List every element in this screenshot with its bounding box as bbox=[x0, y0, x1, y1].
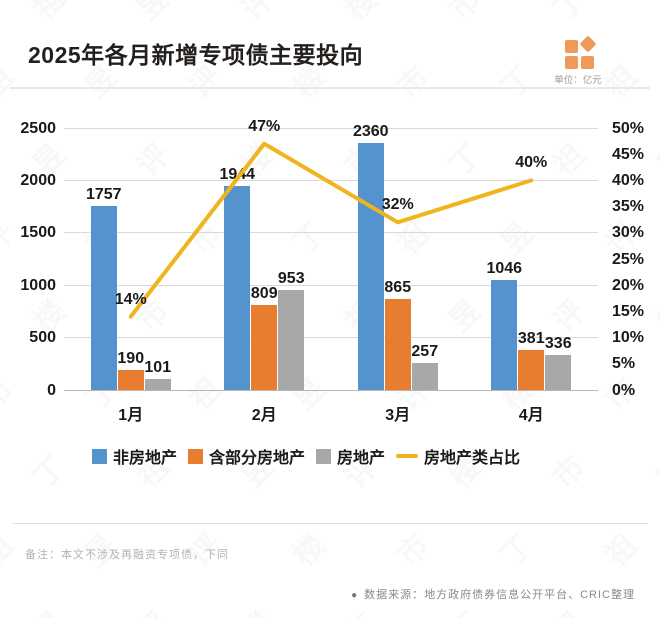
gridline bbox=[64, 232, 598, 234]
right-axis-tick-label: 50% bbox=[612, 119, 645, 137]
bar-real-estate bbox=[278, 290, 305, 390]
line-value-label: 14% bbox=[114, 290, 147, 308]
right-axis-tick-label: 30% bbox=[612, 224, 645, 242]
bar-value-label: 953 bbox=[277, 270, 305, 288]
legend-line-swatch-icon bbox=[396, 454, 419, 458]
bar-value-label: 190 bbox=[117, 350, 145, 368]
right-axis-tick-label: 45% bbox=[612, 145, 645, 163]
x-axis-label: 3月 bbox=[385, 407, 411, 424]
bar-non-real-estate bbox=[224, 186, 251, 390]
legend-item-partial-real-estate: 含部分房地产 bbox=[187, 444, 305, 468]
data-source: ● 数据来源：地方政府债券信息公开平台、CRIC整理 bbox=[351, 586, 635, 602]
bar-partial-real-estate bbox=[518, 350, 545, 390]
right-axis-tick-label: 20% bbox=[612, 276, 645, 294]
right-axis-tick-label: 35% bbox=[612, 198, 645, 216]
footer-divider bbox=[12, 523, 648, 524]
header-divider bbox=[10, 87, 650, 89]
trend-line-path bbox=[128, 141, 534, 319]
right-axis-tick-label: 0% bbox=[612, 381, 636, 399]
bar-real-estate bbox=[411, 363, 438, 390]
bar-value-label: 1757 bbox=[85, 185, 122, 203]
legend-swatch-icon bbox=[91, 448, 107, 464]
left-axis-tick-label: 0 bbox=[47, 381, 56, 399]
x-axis-line bbox=[64, 389, 598, 391]
right-axis-tick-label: 15% bbox=[612, 302, 645, 320]
left-axis-tick-label: 500 bbox=[29, 329, 56, 347]
bar-value-label: 101 bbox=[144, 359, 172, 377]
x-axis-label: 4月 bbox=[518, 407, 544, 424]
right-axis-tick-label: 10% bbox=[612, 329, 645, 347]
line-value-label: 32% bbox=[381, 196, 414, 214]
left-axis-tick-label: 1500 bbox=[20, 224, 56, 242]
bar-value-label: 1944 bbox=[219, 166, 256, 184]
bar-non-real-estate bbox=[491, 280, 518, 390]
legend-item-real-estate: 房地产 bbox=[316, 444, 385, 468]
gridline bbox=[64, 284, 598, 286]
bar-non-real-estate bbox=[90, 205, 117, 390]
source-bullet-icon: ● bbox=[351, 590, 359, 601]
chart-legend: 非房地产 含部分房地产 房地产 房地产类占比 bbox=[0, 444, 660, 468]
left-axis-tick-label: 2000 bbox=[20, 171, 56, 189]
footnote: 备注：本文不涉及再融资专项债，下同 bbox=[25, 549, 229, 561]
line-value-label: 40% bbox=[515, 154, 548, 172]
legend-item-non-real-estate: 非房地产 bbox=[91, 444, 177, 468]
legend-label: 含部分房地产 bbox=[208, 450, 305, 467]
bar-value-label: 336 bbox=[544, 334, 572, 352]
bar-real-estate bbox=[144, 379, 171, 390]
gridline bbox=[64, 127, 598, 129]
right-axis-tick-label: 5% bbox=[612, 355, 636, 373]
bar-value-label: 381 bbox=[517, 330, 545, 348]
bar-partial-real-estate bbox=[117, 370, 144, 390]
right-axis-tick-label: 25% bbox=[612, 250, 645, 268]
left-axis-tick-label: 2500 bbox=[20, 119, 56, 137]
legend-swatch-icon bbox=[187, 448, 203, 464]
gridline bbox=[64, 179, 598, 181]
bar-non-real-estate bbox=[357, 142, 384, 390]
legend-label: 房地产 bbox=[337, 450, 386, 467]
logo-square-icon bbox=[565, 56, 578, 69]
legend-swatch-icon bbox=[316, 448, 331, 464]
data-source-text: 数据来源：地方政府债券信息公开平台、CRIC整理 bbox=[364, 589, 635, 601]
bar-value-label: 865 bbox=[384, 279, 412, 297]
right-axis-tick-label: 40% bbox=[612, 171, 645, 189]
legend-label: 非房地产 bbox=[112, 450, 177, 467]
line-value-label: 47% bbox=[248, 117, 281, 135]
x-axis-label: 1月 bbox=[118, 407, 144, 424]
logo-square-icon bbox=[581, 56, 594, 69]
bar-value-label: 809 bbox=[250, 285, 278, 303]
bar-partial-real-estate bbox=[251, 305, 278, 390]
bar-value-label: 1046 bbox=[486, 260, 523, 278]
page-title: 2025年各月新增专项债主要投向 bbox=[28, 42, 364, 68]
gridline bbox=[64, 337, 598, 339]
brand-logo-icon bbox=[565, 35, 597, 69]
legend-label: 房地产类占比 bbox=[424, 450, 521, 467]
bar-partial-real-estate bbox=[384, 299, 411, 390]
bar-value-label: 2360 bbox=[352, 122, 389, 140]
bar-real-estate bbox=[545, 354, 572, 390]
left-axis-tick-label: 1000 bbox=[20, 276, 56, 294]
unit-label: 单位：亿元 bbox=[554, 75, 602, 86]
legend-item-real-estate-share: 房地产类占比 bbox=[396, 444, 520, 468]
logo-square-icon bbox=[565, 40, 578, 53]
bar-value-label: 257 bbox=[411, 343, 439, 361]
x-axis-label: 2月 bbox=[251, 407, 277, 424]
